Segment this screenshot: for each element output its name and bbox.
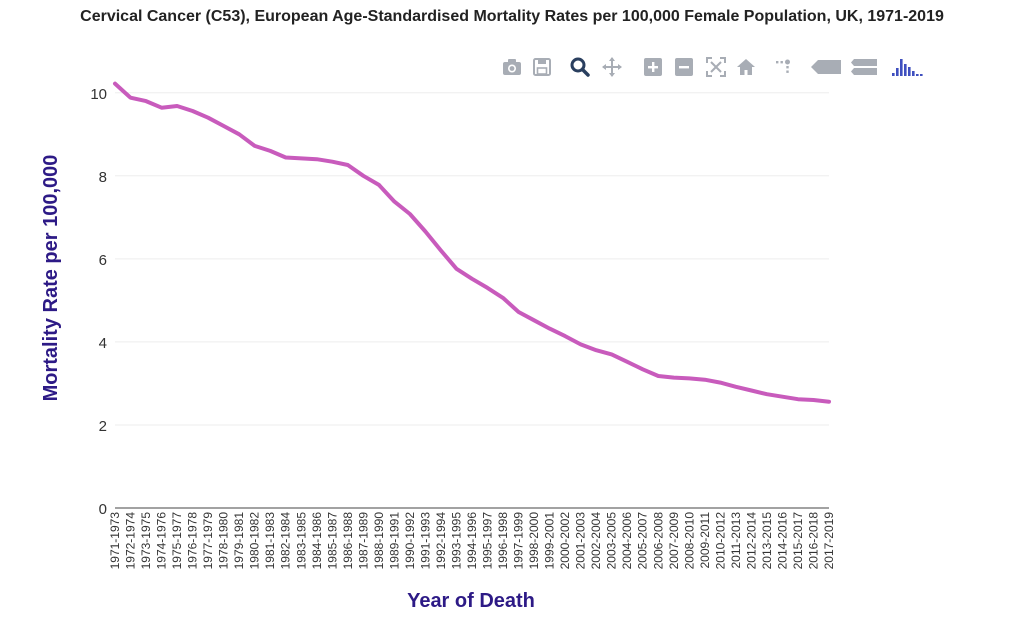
y-tick-label: 2	[99, 418, 107, 435]
x-tick-label: 1988-1990	[372, 512, 386, 570]
pan-icon[interactable]	[600, 55, 624, 79]
x-tick-label: 2002-2004	[589, 512, 603, 570]
x-tick-label: 2015-2017	[791, 512, 805, 570]
x-tick-label: 1982-1984	[279, 512, 293, 570]
x-tick-label: 1999-2001	[543, 512, 557, 570]
x-tick-label: 1990-1992	[403, 512, 417, 570]
zoom-in-icon[interactable]	[641, 55, 665, 79]
x-tick-label: 1985-1987	[325, 512, 339, 570]
y-tick-label: 10	[90, 86, 107, 103]
x-tick-label: 2005-2007	[636, 512, 650, 570]
x-tick-label: 1984-1986	[310, 512, 324, 570]
camera-icon[interactable]	[500, 55, 524, 79]
gridlines	[115, 92, 829, 426]
x-tick-label: 1996-1998	[496, 512, 510, 570]
x-tick-label: 1997-1999	[512, 512, 526, 570]
series-layer	[113, 81, 831, 404]
x-tick-label: 2010-2012	[713, 512, 727, 570]
hover-compare-icon[interactable]	[848, 55, 880, 79]
x-tick-label: 1989-1991	[387, 512, 401, 570]
x-tick-label: 1994-1996	[465, 512, 479, 570]
x-tick-label: 1987-1989	[356, 512, 370, 570]
x-tick-label: 2001-2003	[574, 512, 588, 570]
x-tick-label: 1992-1994	[434, 512, 448, 570]
x-axis-title: Year of Death	[407, 590, 535, 612]
x-tick-label: 1991-1993	[418, 512, 432, 570]
spike-lines-icon[interactable]	[772, 55, 796, 79]
x-tick-label: 1983-1985	[294, 512, 308, 570]
y-tick-label: 0	[99, 501, 107, 518]
series-line	[113, 81, 831, 404]
x-tick-label: 1972-1974	[124, 512, 138, 570]
x-tick-label: 1977-1979	[201, 512, 215, 570]
x-tick-label: 2004-2006	[620, 512, 634, 570]
x-tick-label: 2008-2010	[682, 512, 696, 570]
x-tick-label: 1973-1975	[139, 512, 153, 570]
x-tick-label: 1978-1980	[217, 512, 231, 570]
x-tick-label: 2000-2002	[558, 512, 572, 570]
x-tick-label: 1995-1997	[481, 512, 495, 570]
x-tick-label: 1998-2000	[527, 512, 541, 570]
x-tick-label: 1979-1981	[232, 512, 246, 570]
y-tick-label: 4	[99, 335, 107, 352]
y-tick-label: 8	[99, 169, 107, 186]
home-icon[interactable]	[734, 55, 758, 79]
x-tick-label: 1974-1976	[155, 512, 169, 570]
zoom-out-icon[interactable]	[672, 55, 696, 79]
x-tick-label: 2011-2013	[729, 512, 743, 569]
plotly-logo-icon[interactable]	[890, 55, 926, 79]
x-tick-label: 1981-1983	[263, 512, 277, 570]
x-tick-label: 2006-2008	[651, 512, 665, 570]
x-tick-label: 1976-1978	[186, 512, 200, 570]
x-tick-label: 2003-2005	[605, 512, 619, 570]
x-tick-label: 1975-1977	[170, 512, 184, 570]
zoom-icon[interactable]	[568, 55, 592, 79]
x-tick-label: 2017-2019	[822, 512, 836, 570]
x-tick-label: 2007-2009	[667, 512, 681, 570]
autoscale-icon[interactable]	[704, 55, 728, 79]
axes: 0 2 4 6 8 10 1971-1973 1972-1974 1973-1975 1974-1…	[90, 86, 836, 570]
x-tick-label: 2012-2014	[744, 512, 758, 570]
x-tick-label: 1971-1973	[108, 512, 122, 570]
x-tick-label: 2016-2018	[807, 512, 821, 570]
x-tick-label: 2013-2015	[760, 512, 774, 570]
save-icon[interactable]	[530, 55, 554, 79]
chart-title: Cervical Cancer (C53), European Age-Stan…	[80, 8, 944, 25]
x-tick-label: 2009-2011	[698, 512, 712, 569]
y-tick-label: 6	[99, 252, 107, 269]
x-tick-label: 1986-1988	[341, 512, 355, 570]
y-axis-title: Mortality Rate per 100,000	[40, 155, 62, 402]
x-tick-label: 1993-1995	[450, 512, 464, 570]
x-tick-label: 2014-2016	[775, 512, 789, 570]
x-tick-label: 1980-1982	[248, 512, 262, 570]
hover-closest-icon[interactable]	[808, 55, 844, 79]
